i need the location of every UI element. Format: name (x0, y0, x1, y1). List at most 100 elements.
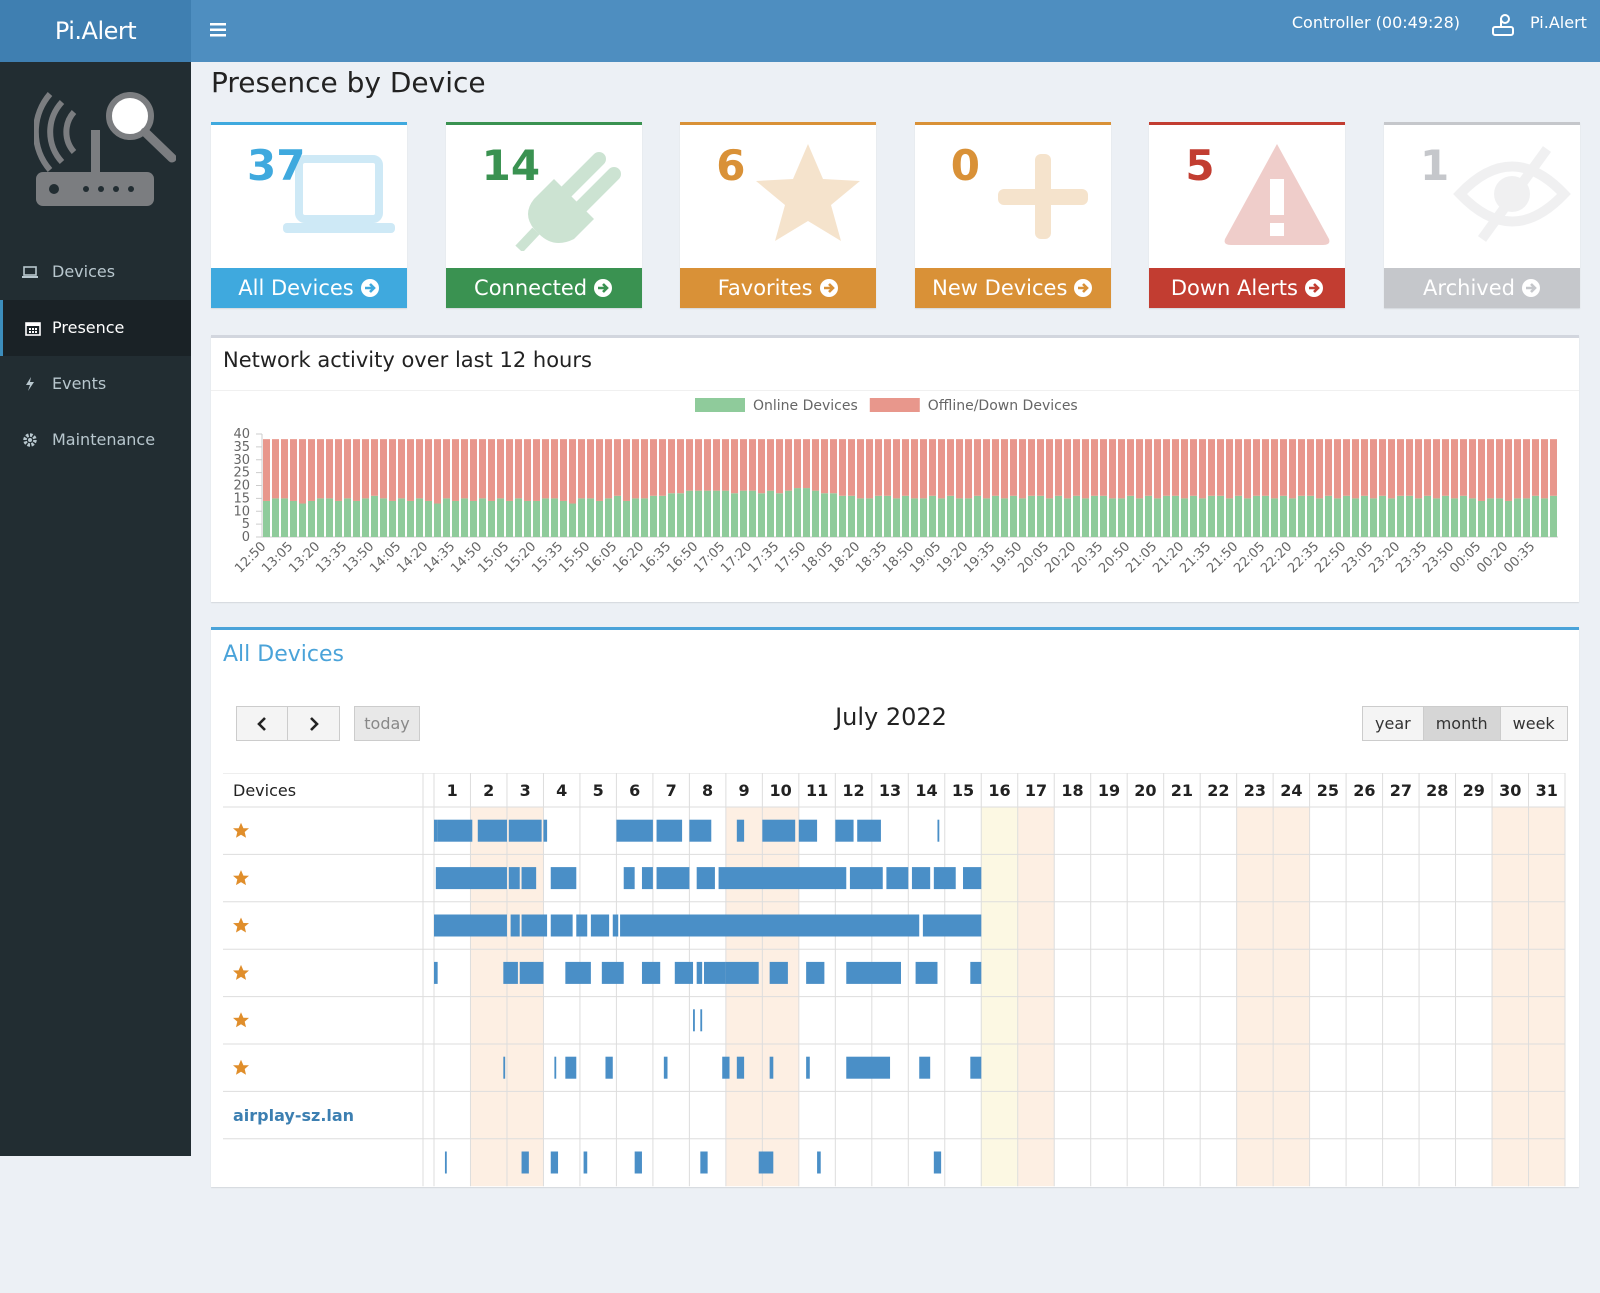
presence-block[interactable] (601, 961, 624, 984)
view-button[interactable]: year (1362, 706, 1424, 741)
presence-block[interactable] (634, 1151, 642, 1174)
presence-block[interactable] (806, 961, 825, 984)
presence-block[interactable] (521, 1151, 529, 1174)
presence-block[interactable] (565, 1056, 577, 1079)
presence-block[interactable] (550, 1151, 559, 1174)
presence-block[interactable] (521, 867, 537, 890)
presence-block[interactable] (846, 1056, 891, 1079)
presence-block[interactable] (437, 819, 473, 842)
presence-block[interactable] (583, 1151, 588, 1174)
presence-block[interactable] (641, 867, 653, 890)
presence-block[interactable] (722, 1056, 730, 1079)
day-header: 15 (952, 781, 974, 800)
presence-block[interactable] (620, 914, 920, 937)
presence-block[interactable] (641, 961, 661, 984)
presence-block[interactable] (718, 867, 847, 890)
presence-block[interactable] (736, 819, 745, 842)
view-button[interactable]: week (1500, 706, 1568, 741)
bar-segment (281, 498, 288, 537)
presence-block[interactable] (605, 1056, 613, 1079)
presence-block[interactable] (758, 1151, 774, 1174)
device-name[interactable]: airplay-sz.lan (233, 1106, 354, 1125)
presence-block[interactable] (689, 819, 712, 842)
nav-item[interactable]: Maintenance (0, 412, 191, 468)
presence-block[interactable] (700, 1151, 708, 1174)
presence-block[interactable] (911, 867, 931, 890)
presence-block[interactable] (886, 867, 909, 890)
next-button[interactable] (288, 706, 340, 741)
presence-block[interactable] (693, 1009, 695, 1032)
presence-block[interactable] (444, 1151, 447, 1174)
presence-block[interactable] (970, 961, 982, 984)
menu-toggle[interactable] (210, 22, 228, 38)
presence-block[interactable] (508, 819, 542, 842)
presence-block[interactable] (700, 1009, 703, 1032)
presence-block[interactable] (550, 867, 577, 890)
presence-block[interactable] (696, 961, 703, 984)
presence-block[interactable] (703, 961, 726, 984)
devices-header: Devices (233, 781, 296, 800)
presence-block[interactable] (623, 867, 635, 890)
presence-block[interactable] (963, 867, 982, 890)
presence-block[interactable] (919, 1056, 931, 1079)
presence-block[interactable] (922, 914, 982, 937)
presence-block[interactable] (762, 819, 796, 842)
presence-block[interactable] (550, 914, 573, 937)
view-button[interactable]: month (1423, 706, 1501, 741)
user-name[interactable]: Pi.Alert (1530, 13, 1587, 32)
presence-block[interactable] (817, 1151, 821, 1174)
presence-block[interactable] (769, 1056, 774, 1079)
presence-block[interactable] (503, 961, 518, 984)
presence-block[interactable] (616, 819, 653, 842)
bar-segment (803, 488, 810, 537)
presence-block[interactable] (937, 819, 940, 842)
presence-block[interactable] (477, 819, 507, 842)
presence-block[interactable] (435, 867, 507, 890)
presence-block[interactable] (510, 914, 520, 937)
presence-block[interactable] (434, 961, 438, 984)
presence-block[interactable] (519, 961, 544, 984)
presence-block[interactable] (508, 867, 520, 890)
presence-block[interactable] (915, 961, 938, 984)
presence-block[interactable] (846, 961, 901, 984)
logo[interactable]: Pi.Alert (0, 0, 191, 62)
presence-block[interactable] (503, 1056, 506, 1079)
presence-block[interactable] (663, 1056, 668, 1079)
presence-block[interactable] (725, 961, 759, 984)
presence-block[interactable] (656, 819, 683, 842)
presence-block[interactable] (857, 819, 881, 842)
presence-block[interactable] (933, 867, 956, 890)
presence-block[interactable] (769, 961, 788, 984)
presence-block[interactable] (933, 1151, 942, 1174)
presence-block[interactable] (612, 914, 619, 937)
stat-tile[interactable]: 1 Archived (1384, 122, 1580, 308)
stat-tile[interactable]: 5 Down Alerts (1149, 122, 1346, 308)
presence-block[interactable] (970, 1056, 982, 1079)
nav-item[interactable]: Presence (0, 300, 191, 356)
nav-item[interactable]: Events (0, 356, 191, 412)
presence-block[interactable] (674, 961, 694, 984)
presence-block[interactable] (434, 819, 438, 842)
presence-block[interactable] (565, 961, 591, 984)
nav-item[interactable]: Devices (0, 244, 191, 300)
presence-block[interactable] (521, 914, 548, 937)
presence-block[interactable] (835, 819, 854, 842)
presence-block[interactable] (656, 867, 690, 890)
prev-button[interactable] (236, 706, 288, 741)
today-button[interactable]: today (354, 706, 420, 741)
stat-tile[interactable]: 37 All Devices (211, 122, 407, 308)
presence-block[interactable] (576, 914, 588, 937)
presence-block[interactable] (434, 914, 507, 937)
presence-block[interactable] (696, 867, 715, 890)
presence-block[interactable] (590, 914, 610, 937)
bar-segment (794, 488, 801, 537)
presence-block[interactable] (554, 1056, 557, 1079)
stat-tile[interactable]: 14 Connected (445, 122, 642, 308)
presence-block[interactable] (543, 819, 548, 842)
presence-block[interactable] (798, 819, 818, 842)
stat-tile[interactable]: 0 New Devices (914, 122, 1111, 308)
stat-tile[interactable]: 6 Favorites (680, 122, 877, 308)
presence-block[interactable] (849, 867, 883, 890)
presence-block[interactable] (736, 1056, 745, 1079)
presence-block[interactable] (806, 1056, 810, 1079)
